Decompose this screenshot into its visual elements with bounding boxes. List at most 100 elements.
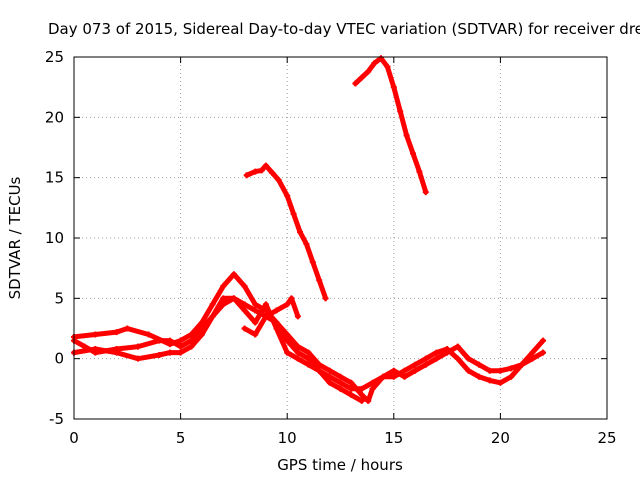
y-tick-label: 25 <box>45 48 64 66</box>
data-point <box>409 150 416 157</box>
series-trace-3 <box>71 295 365 404</box>
data-point <box>288 295 295 302</box>
data-point <box>316 277 323 284</box>
y-tick-label: 15 <box>45 169 64 187</box>
x-axis-label: GPS time / hours <box>277 456 403 474</box>
data-point <box>145 331 152 338</box>
data-point <box>156 337 163 344</box>
data-point <box>134 343 141 350</box>
data-point <box>390 373 397 380</box>
data-point <box>252 331 259 338</box>
data-point <box>433 349 440 356</box>
data-point <box>369 379 376 386</box>
data-point <box>156 352 163 359</box>
series-trace-6 <box>352 55 429 196</box>
data-point <box>529 355 536 362</box>
data-point <box>252 301 259 308</box>
data-point <box>252 319 259 326</box>
data-point <box>358 391 365 398</box>
data-point <box>316 367 323 374</box>
data-point <box>486 377 493 384</box>
data-point <box>284 301 291 308</box>
data-point <box>241 325 248 332</box>
data-point <box>113 329 120 336</box>
data-point <box>540 337 547 344</box>
data-point <box>401 367 408 374</box>
data-point <box>92 331 99 338</box>
data-point <box>465 355 472 362</box>
data-point <box>412 367 419 374</box>
data-point <box>177 337 184 344</box>
data-point <box>326 367 333 374</box>
data-point <box>273 325 280 332</box>
y-tick-label: 5 <box>54 289 64 307</box>
plot-frame <box>73 56 608 420</box>
data-point <box>273 307 280 314</box>
data-point <box>397 108 404 115</box>
data-point <box>309 259 316 266</box>
data-point <box>348 385 355 392</box>
data-point <box>305 361 312 368</box>
data-point <box>252 307 259 314</box>
data-point <box>303 241 310 248</box>
data-point <box>269 169 276 176</box>
data-point <box>290 210 297 217</box>
data-point <box>358 397 365 404</box>
ticks: 0 5 10 15 20 25 -5 0 5 10 15 20 25 <box>45 48 617 447</box>
x-tick-label: 25 <box>597 429 616 447</box>
data-point <box>476 361 483 368</box>
data-point <box>348 379 355 386</box>
data-point <box>284 337 291 344</box>
data-point <box>403 132 410 139</box>
x-tick-label: 20 <box>491 429 510 447</box>
data-point <box>337 379 344 386</box>
data-point <box>294 313 301 320</box>
data-point <box>358 74 365 81</box>
data-point <box>444 346 451 353</box>
data-point <box>454 343 461 350</box>
data-point <box>371 60 378 67</box>
data-point <box>422 189 429 196</box>
data-point <box>378 55 385 62</box>
data-point <box>465 367 472 374</box>
data-point <box>294 355 301 362</box>
data-point <box>384 63 391 70</box>
data-point <box>252 168 259 175</box>
data-point <box>188 331 195 338</box>
data-point <box>322 295 329 302</box>
data-point <box>166 337 173 344</box>
data-point <box>188 337 195 344</box>
series-line <box>352 55 429 195</box>
data-point <box>305 355 312 362</box>
data-point <box>220 295 227 302</box>
data-point <box>433 355 440 362</box>
data-point <box>230 271 237 278</box>
data-point <box>241 307 248 314</box>
data-point <box>412 361 419 368</box>
data-point <box>337 373 344 380</box>
series-line <box>244 163 329 301</box>
data-point <box>540 349 547 356</box>
y-tick-label: 10 <box>45 229 64 247</box>
data-point <box>262 162 269 169</box>
data-point <box>209 301 216 308</box>
data-point <box>476 373 483 380</box>
data-point <box>284 192 291 199</box>
data-point <box>177 349 184 356</box>
data-point <box>198 325 205 332</box>
data-point <box>401 373 408 380</box>
data-point <box>358 385 365 392</box>
x-tick-label: 5 <box>176 429 186 447</box>
data-point <box>497 367 504 374</box>
data-point <box>422 361 429 368</box>
data-point <box>508 365 515 372</box>
data-point <box>422 355 429 362</box>
data-point <box>352 80 359 87</box>
data-point <box>241 283 248 290</box>
data-point <box>243 172 250 179</box>
series-trace-5 <box>243 162 329 302</box>
data-point <box>390 84 397 91</box>
data-point <box>326 373 333 380</box>
series-line <box>71 271 546 404</box>
data-point <box>518 361 525 368</box>
